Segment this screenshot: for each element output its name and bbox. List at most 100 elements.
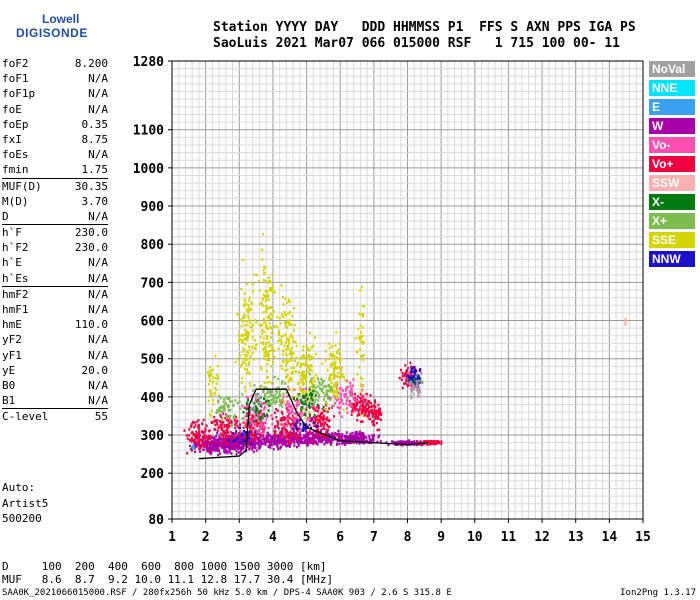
echo-point: [246, 354, 249, 357]
echo-point: [311, 437, 314, 440]
echo-point: [220, 442, 222, 445]
echo-point: [417, 391, 420, 395]
echo-point: [326, 389, 329, 392]
echo-point: [325, 441, 327, 444]
echo-point: [295, 407, 298, 411]
echo-point: [303, 413, 306, 416]
echo-point: [228, 442, 230, 445]
echo-point: [308, 393, 311, 396]
echo-point: [297, 371, 300, 374]
echo-point: [242, 443, 245, 446]
echo-point: [264, 346, 267, 350]
echo-point: [186, 437, 189, 440]
echo-point: [432, 440, 435, 443]
echo-point: [280, 367, 283, 370]
echo-point: [324, 400, 327, 404]
echo-point: [264, 279, 267, 283]
echo-point: [244, 389, 247, 393]
echo-point: [248, 445, 251, 449]
echo-point: [359, 348, 362, 351]
echo-point: [212, 402, 215, 406]
echo-point: [262, 232, 265, 236]
echo-point: [286, 326, 289, 330]
echo-point: [243, 304, 245, 308]
echo-point: [195, 420, 198, 424]
echo-point: [397, 441, 400, 445]
echo-point: [308, 403, 311, 407]
echo-point: [197, 439, 200, 442]
echo-point: [198, 436, 201, 439]
param-row: foE N/A: [2, 102, 108, 117]
echo-point: [401, 375, 404, 378]
echo-point: [366, 408, 369, 411]
echo-point: [237, 359, 240, 362]
echo-point: [339, 434, 342, 438]
echo-point: [349, 432, 352, 436]
echo-point: [227, 426, 230, 429]
echo-point: [217, 375, 219, 378]
echo-point: [412, 392, 415, 396]
echo-point: [325, 418, 328, 422]
echo-point: [328, 441, 331, 444]
echo-point: [246, 320, 249, 323]
echo-point: [314, 439, 317, 443]
echo-point: [329, 390, 332, 393]
echo-point: [216, 423, 219, 426]
echo-point: [287, 436, 290, 439]
echo-point: [351, 393, 354, 396]
echo-point: [260, 405, 263, 408]
echo-point: [243, 342, 246, 346]
echo-point: [248, 422, 251, 425]
echo-point: [308, 406, 311, 409]
echo-point: [254, 432, 256, 435]
echo-point: [293, 397, 295, 400]
echo-point: [410, 390, 413, 393]
echo-point: [266, 415, 269, 418]
echo-point: [252, 434, 254, 437]
echo-point: [291, 439, 294, 442]
echo-point: [208, 376, 211, 379]
echo-point: [410, 370, 413, 373]
echo-point: [290, 353, 293, 356]
echo-point: [332, 366, 335, 370]
echo-point: [257, 424, 260, 427]
echo-point: [246, 338, 249, 342]
echo-point: [190, 422, 193, 426]
echo-point: [321, 390, 324, 393]
echo-point: [309, 379, 312, 383]
echo-point: [254, 347, 257, 351]
echo-point: [238, 434, 241, 437]
echo-point: [245, 303, 248, 306]
echo-point: [251, 416, 254, 419]
echo-point: [314, 441, 317, 445]
echo-point: [313, 424, 316, 428]
echo-point: [312, 419, 315, 422]
echo-point: [197, 419, 200, 422]
echo-point: [241, 316, 244, 319]
echo-point: [336, 388, 339, 391]
echo-point: [259, 419, 262, 423]
echo-point: [285, 391, 288, 395]
echo-point: [377, 403, 380, 407]
echo-point: [284, 369, 287, 372]
echo-point: [319, 422, 322, 426]
echo-point: [289, 411, 292, 414]
echo-point: [303, 370, 306, 373]
x-tick-label: 8: [404, 530, 412, 545]
echo-point: [253, 446, 256, 449]
echo-point: [336, 372, 339, 375]
echo-point: [206, 438, 209, 442]
echo-point: [301, 372, 304, 376]
echo-point: [332, 383, 335, 387]
echo-point: [244, 299, 247, 303]
echo-point: [222, 436, 225, 439]
echo-point: [418, 369, 421, 372]
echo-point: [378, 428, 381, 431]
echo-point: [313, 438, 315, 441]
echo-point: [245, 372, 248, 375]
scaled-trace: [198, 388, 428, 460]
echo-point: [317, 395, 320, 399]
echo-point: [217, 426, 220, 430]
echo-point: [276, 425, 279, 428]
echo-point: [265, 342, 268, 346]
